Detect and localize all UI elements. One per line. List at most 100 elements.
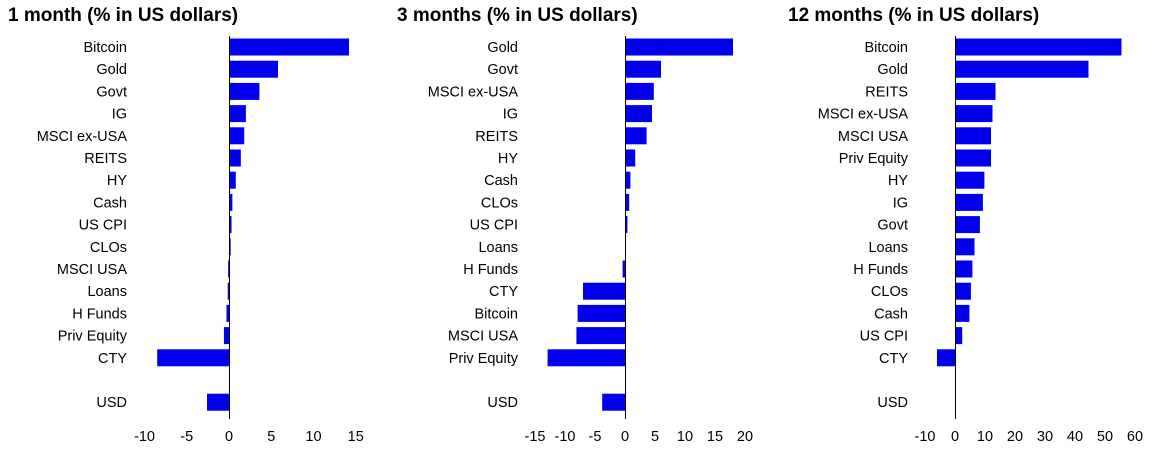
bar-us-cpi-1m xyxy=(229,216,232,234)
bar-hy-1m xyxy=(229,171,236,189)
x-tick-label-1m: 0 xyxy=(225,429,233,445)
category-label-hy-3m: HY xyxy=(498,151,518,167)
category-label-clos-1m: CLOs xyxy=(90,240,127,256)
x-tick-label-3m: -10 xyxy=(555,429,576,445)
bar-gold-1m xyxy=(229,60,279,78)
category-label-priv-equity-1m: Priv Equity xyxy=(58,329,128,345)
bar-cty-12m xyxy=(937,349,955,367)
category-label-reits-3m: REITS xyxy=(475,129,518,145)
category-label-govt-3m: Govt xyxy=(487,62,518,78)
x-tick-label-12m: 20 xyxy=(1007,429,1023,445)
category-label-cty-12m: CTY xyxy=(879,351,908,367)
chart-title-3m: 3 months (% in US dollars) xyxy=(397,5,638,26)
bar-clos-12m xyxy=(955,282,971,300)
bar-bitcoin-12m xyxy=(955,38,1122,56)
bar-msci-usa-12m xyxy=(955,127,991,145)
bar-cty-3m xyxy=(583,282,625,300)
category-label-ig-12m: IG xyxy=(893,195,908,211)
category-label-loans-1m: Loans xyxy=(87,284,127,300)
x-tick-label-3m: -15 xyxy=(525,429,546,445)
category-label-bitcoin-1m: Bitcoin xyxy=(83,40,127,56)
bar-cash-1m xyxy=(229,193,233,211)
bar-msci-usa-1m xyxy=(228,260,229,278)
bar-usd-3m xyxy=(602,393,625,411)
x-tick-label-12m: 0 xyxy=(951,429,959,445)
bar-reits-3m xyxy=(625,127,647,145)
x-tick-label-1m: -5 xyxy=(180,429,193,445)
category-label-us-cpi-3m: US CPI xyxy=(470,218,518,234)
bar-cash-3m xyxy=(625,171,631,189)
category-label-cash-1m: Cash xyxy=(93,195,127,211)
category-label-ig-1m: IG xyxy=(112,107,127,123)
bar-govt-3m xyxy=(625,60,661,78)
category-label-clos-3m: CLOs xyxy=(481,195,518,211)
category-label-priv-equity-12m: Priv Equity xyxy=(839,151,909,167)
bar-ig-3m xyxy=(625,105,652,123)
x-tick-label-1m: 10 xyxy=(305,429,321,445)
x-tick-label-12m: 10 xyxy=(977,429,993,445)
x-tick-label-3m: 20 xyxy=(737,429,753,445)
bar-govt-12m xyxy=(955,216,980,234)
x-tick-label-3m: 10 xyxy=(677,429,693,445)
chart-title-1m: 1 month (% in US dollars) xyxy=(8,5,238,26)
bar-reits-1m xyxy=(229,149,241,167)
bar-msci-ex-usa-12m xyxy=(955,105,993,123)
bar-priv-equity-12m xyxy=(955,149,991,167)
bar-bitcoin-3m xyxy=(577,304,625,322)
category-label-reits-1m: REITS xyxy=(84,151,127,167)
category-label-h-funds-12m: H Funds xyxy=(853,262,908,278)
category-label-ig-3m: IG xyxy=(503,107,518,123)
category-label-msci-ex-usa-3m: MSCI ex-USA xyxy=(428,84,519,100)
x-tick-label-3m: 0 xyxy=(621,429,629,445)
bar-gold-12m xyxy=(955,60,1089,78)
category-label-msci-usa-1m: MSCI USA xyxy=(57,262,127,278)
bar-us-cpi-3m xyxy=(625,216,628,234)
x-tick-label-12m: 40 xyxy=(1067,429,1083,445)
category-label-cash-12m: Cash xyxy=(874,306,908,322)
category-label-hy-1m: HY xyxy=(107,173,127,189)
bar-gold-3m xyxy=(625,38,733,56)
chart-title-12m: 12 months (% in US dollars) xyxy=(788,5,1039,26)
x-tick-label-12m: 30 xyxy=(1037,429,1053,445)
bar-priv-equity-3m xyxy=(547,349,625,367)
category-label-govt-1m: Govt xyxy=(96,84,127,100)
bar-msci-ex-usa-1m xyxy=(229,127,245,145)
bar-priv-equity-1m xyxy=(223,327,229,345)
bar-us-cpi-12m xyxy=(955,327,963,345)
x-tick-label-12m: -10 xyxy=(915,429,936,445)
category-label-reits-12m: REITS xyxy=(865,84,908,100)
category-label-gold-12m: Gold xyxy=(877,62,908,78)
x-tick-label-3m: 5 xyxy=(651,429,659,445)
category-label-h-funds-1m: H Funds xyxy=(72,306,127,322)
bar-loans-1m xyxy=(227,282,229,300)
category-label-us-cpi-1m: US CPI xyxy=(79,218,127,234)
category-label-clos-12m: CLOs xyxy=(871,284,908,300)
category-label-cash-3m: Cash xyxy=(484,173,518,189)
category-label-usd-12m: USD xyxy=(877,395,908,411)
x-tick-label-1m: 15 xyxy=(348,429,364,445)
category-label-loans-12m: Loans xyxy=(868,240,908,256)
category-label-hy-12m: HY xyxy=(888,173,908,189)
x-tick-label-1m: -10 xyxy=(134,429,155,445)
category-label-loans-3m: Loans xyxy=(478,240,518,256)
bar-clos-3m xyxy=(625,193,630,211)
x-tick-label-3m: -5 xyxy=(589,429,602,445)
bar-msci-ex-usa-3m xyxy=(625,82,654,100)
bar-h-funds-12m xyxy=(955,260,973,278)
bar-govt-1m xyxy=(229,82,260,100)
bar-reits-12m xyxy=(955,82,996,100)
bar-loans-12m xyxy=(955,238,975,256)
category-label-cty-1m: CTY xyxy=(98,351,127,367)
category-label-msci-usa-3m: MSCI USA xyxy=(448,329,518,345)
bar-usd-1m xyxy=(207,393,229,411)
category-label-h-funds-3m: H Funds xyxy=(463,262,518,278)
bar-h-funds-3m xyxy=(622,260,625,278)
category-label-us-cpi-12m: US CPI xyxy=(860,329,908,345)
bar-cash-12m xyxy=(955,304,970,322)
category-label-priv-equity-3m: Priv Equity xyxy=(449,351,519,367)
category-label-gold-3m: Gold xyxy=(487,40,518,56)
x-tick-label-12m: 50 xyxy=(1097,429,1113,445)
x-tick-label-3m: 15 xyxy=(707,429,723,445)
